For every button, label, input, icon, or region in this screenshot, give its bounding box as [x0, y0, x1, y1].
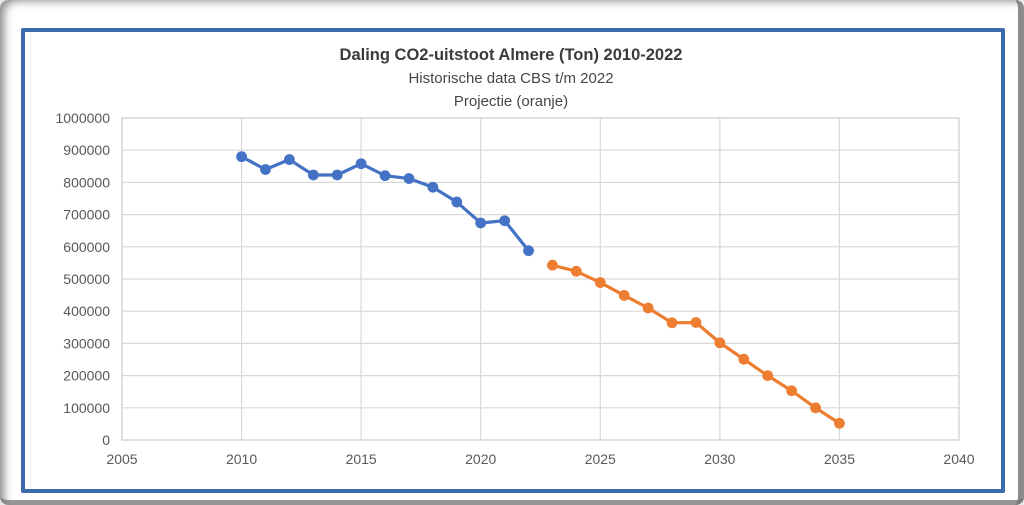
y-tick-label: 800000	[63, 174, 110, 190]
data-point	[260, 164, 271, 175]
series-historical	[236, 151, 534, 257]
y-tick-label: 0	[102, 432, 110, 448]
data-point	[547, 259, 558, 271]
data-point	[666, 317, 678, 329]
y-tick-label: 600000	[63, 239, 110, 255]
x-tick-label: 2005	[106, 451, 137, 467]
data-point	[355, 158, 367, 170]
y-tick-label: 900000	[63, 142, 110, 158]
chart-title-block: Daling CO2-uitstoot Almere (Ton) 2010-20…	[21, 44, 1001, 113]
data-point	[379, 170, 391, 182]
data-point	[451, 196, 463, 208]
data-point	[594, 277, 606, 288]
y-tick-label: 700000	[63, 207, 110, 223]
y-tick-label: 300000	[63, 335, 110, 351]
data-point	[570, 265, 582, 277]
data-point	[403, 173, 415, 184]
y-tick-label: 100000	[63, 400, 110, 416]
y-tick-label: 200000	[63, 368, 110, 384]
x-tick-label: 2015	[346, 451, 377, 467]
data-point	[307, 169, 319, 181]
y-tick-label: 1000000	[55, 110, 110, 126]
data-point	[475, 217, 487, 229]
picture-frame	[21, 28, 1005, 493]
data-point	[762, 370, 774, 381]
data-point	[618, 290, 630, 301]
x-tick-label: 2025	[585, 451, 616, 467]
x-tick-label: 2035	[824, 451, 855, 467]
data-point	[810, 402, 821, 414]
chart-annotation: Projectie (oranje)	[453, 93, 569, 110]
data-point	[738, 353, 750, 365]
data-point	[427, 181, 439, 193]
data-point	[331, 169, 343, 181]
chart-subtitle: Historische data CBS t/m 2022	[408, 70, 614, 87]
gridlines	[121, 117, 960, 441]
y-tick-label: 400000	[63, 303, 110, 319]
x-tick-label: 2030	[704, 451, 735, 467]
data-point	[834, 417, 845, 429]
data-point	[499, 215, 511, 227]
data-point	[642, 302, 654, 314]
axis-tick-labels: 0 100000 200000 300000 400000 500000 600000 700…	[55, 110, 974, 467]
chart-title: Daling CO2-uitstoot Almere (Ton) 2010-20…	[339, 46, 683, 64]
plot-border	[121, 117, 960, 441]
data-point	[786, 385, 797, 397]
x-tick-label: 2020	[465, 451, 496, 467]
series-projection	[547, 259, 845, 429]
data-point	[236, 151, 247, 163]
x-tick-label: 2010	[226, 451, 257, 467]
data-point	[284, 154, 295, 165]
x-tick-label: 2040	[943, 451, 974, 467]
data-point	[523, 245, 534, 257]
series-line	[552, 263, 841, 425]
data-point	[714, 337, 726, 349]
data-point	[690, 317, 702, 328]
y-tick-label: 500000	[63, 271, 110, 287]
